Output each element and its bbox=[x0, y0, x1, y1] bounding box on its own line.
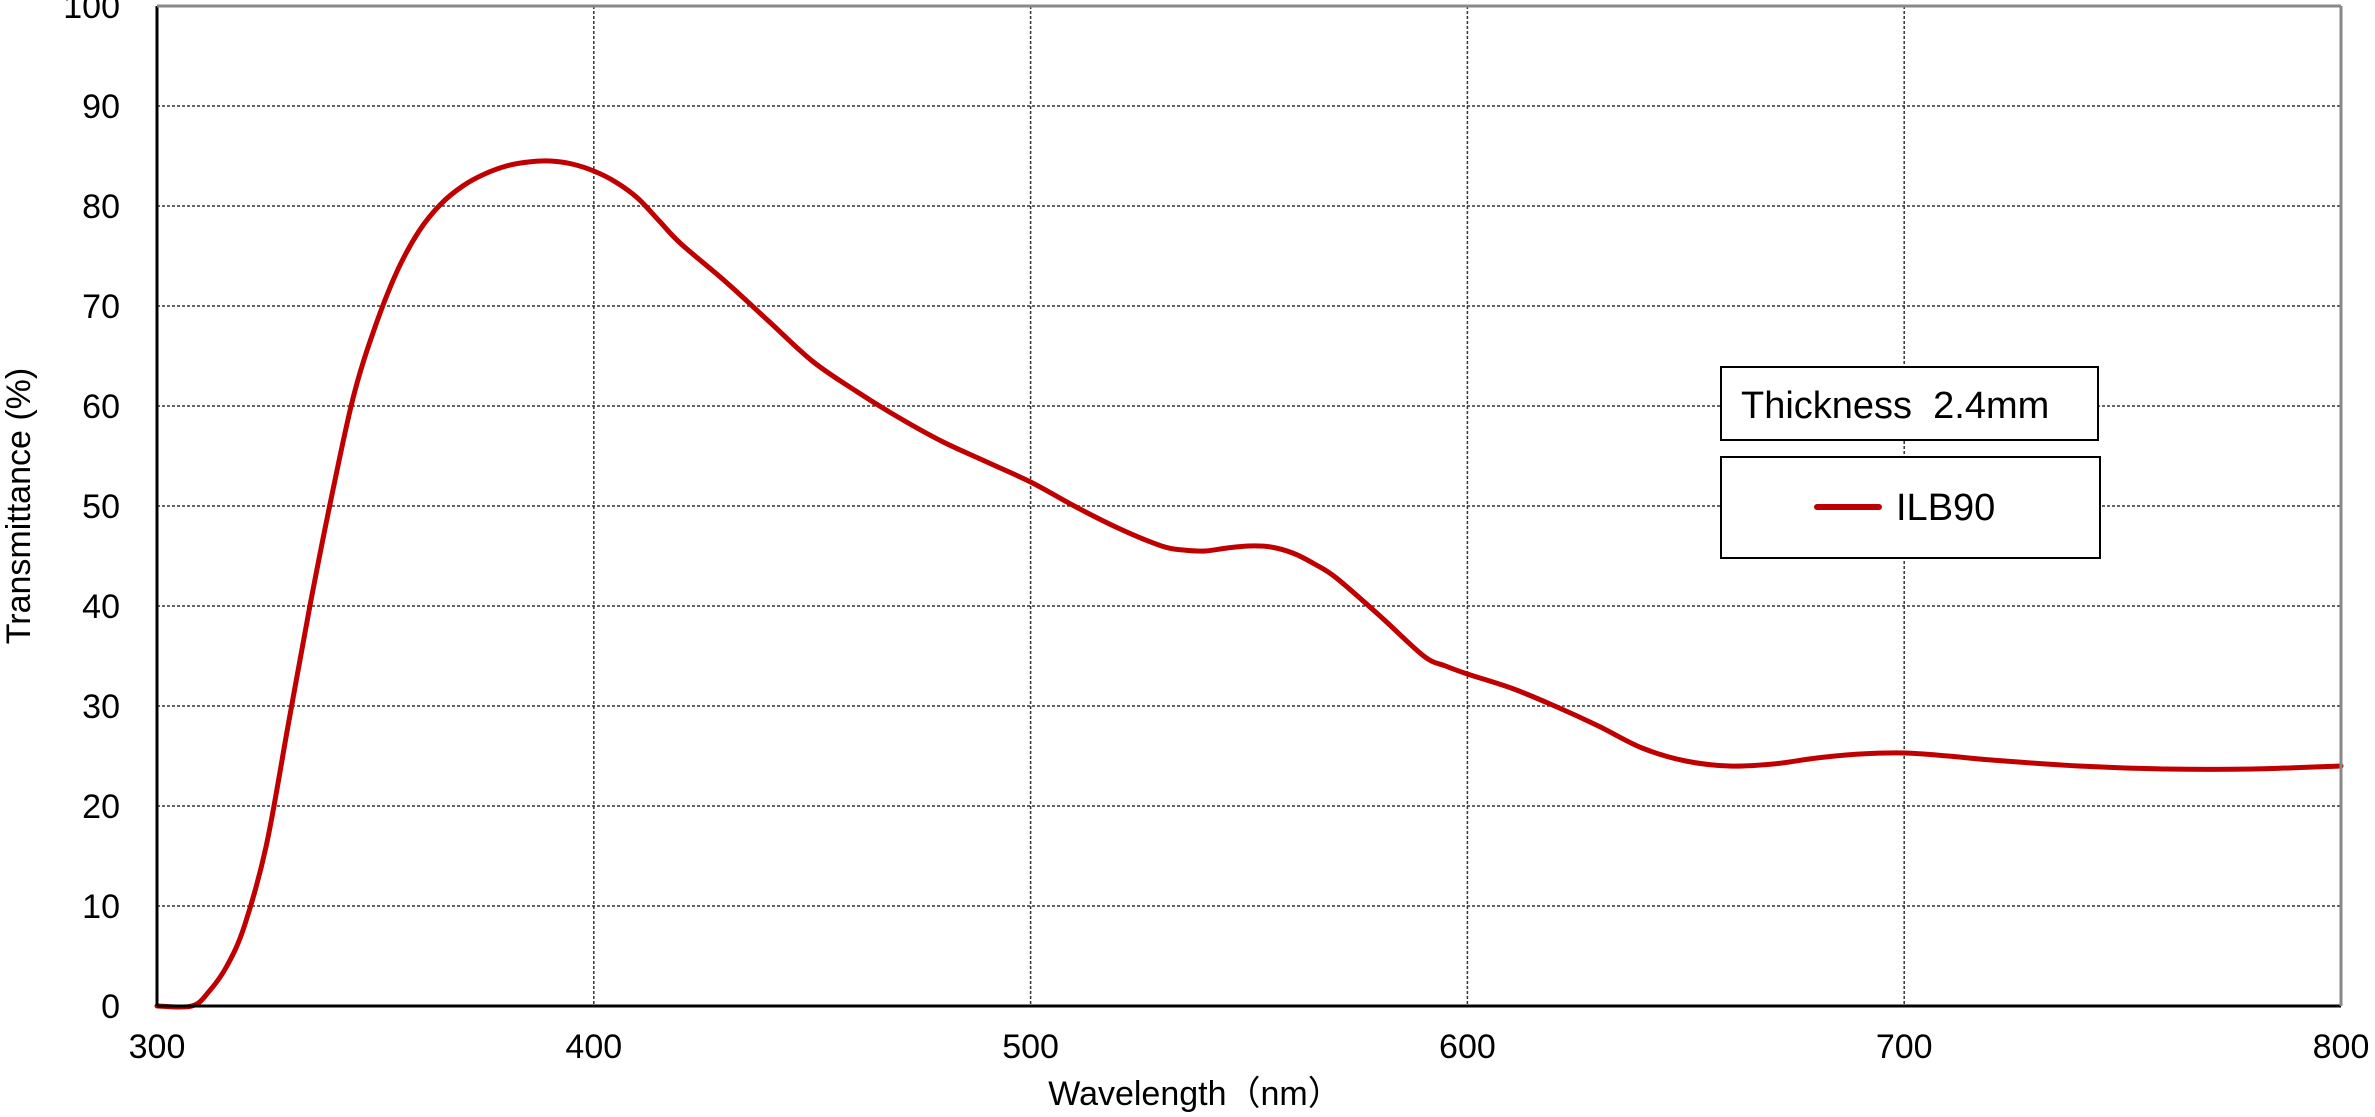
series-line-ilb90 bbox=[154, 158, 2344, 1010]
y-tick-label: 100 bbox=[63, 0, 120, 26]
x-axis-title: Wavelength（nm） bbox=[1048, 1075, 1342, 1113]
series-layer bbox=[154, 158, 2344, 1010]
thickness-annotation: Thickness 2.4mm bbox=[1741, 385, 2049, 427]
y-tick-label: 60 bbox=[82, 388, 120, 426]
y-tick-label: 40 bbox=[82, 588, 120, 626]
x-tick-label: 300 bbox=[129, 1028, 186, 1066]
y-tick-label: 10 bbox=[82, 888, 120, 926]
x-tick-label: 800 bbox=[2313, 1028, 2370, 1066]
legend: Thickness 2.4mm ILB90 bbox=[1720, 366, 2101, 559]
x-tick-labels: 300 400 500 600 700 800 bbox=[129, 1028, 2370, 1066]
y-tick-labels: 0 10 20 30 40 50 60 70 80 90 100 bbox=[63, 0, 120, 1026]
x-tick-label: 400 bbox=[565, 1028, 622, 1066]
x-tick-label: 500 bbox=[1002, 1028, 1059, 1066]
annotation-box: Thickness 2.4mm bbox=[1720, 366, 2099, 441]
x-tick-label: 700 bbox=[1876, 1028, 1933, 1066]
y-tick-label: 70 bbox=[82, 288, 120, 326]
y-tick-label: 0 bbox=[101, 988, 120, 1026]
y-tick-label: 90 bbox=[82, 88, 120, 126]
y-tick-label: 30 bbox=[82, 688, 120, 726]
y-tick-label: 80 bbox=[82, 188, 120, 226]
legend-label-ilb90: ILB90 bbox=[1896, 487, 1995, 529]
series-legend-box: ILB90 bbox=[1720, 456, 2101, 559]
plot-frame bbox=[155, 4, 2343, 1008]
y-tick-label: 20 bbox=[82, 788, 120, 826]
y-tick-label: 50 bbox=[82, 488, 120, 526]
x-tick-label: 600 bbox=[1439, 1028, 1496, 1066]
y-axis-title: Transmittance (%) bbox=[0, 368, 38, 644]
